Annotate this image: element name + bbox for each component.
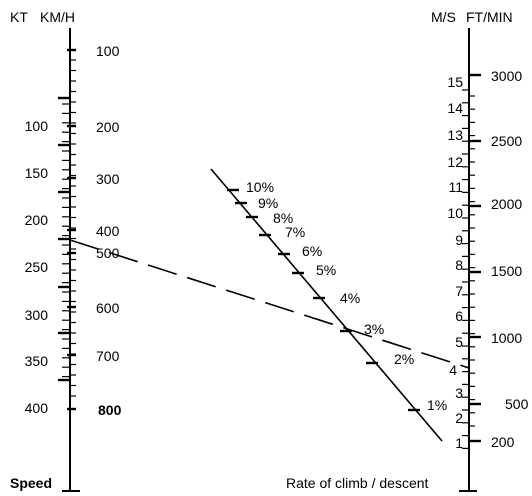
ms-tick-label: 11: [448, 179, 463, 195]
ms-tick-label: 6: [455, 308, 463, 324]
kt-tick-label: 200: [25, 212, 49, 228]
gradient-tick-label: 9%: [258, 195, 278, 211]
ms-tick-labels: 1 2 3 4 5 6 7 8 9 10 11 12 13 14 15: [447, 74, 463, 451]
ms-tick-label: 10: [447, 205, 463, 221]
gradient-tick-label: 6%: [302, 243, 322, 259]
ms-unit-label: M/S: [431, 9, 456, 25]
kt-tick-label: 400: [25, 400, 49, 416]
kmh-unit-label: KM/H: [40, 9, 75, 25]
ms-minor-ticks: [462, 89, 469, 449]
kt-tick-label: 150: [25, 165, 49, 181]
ftmin-unit-label: FT/MIN: [466, 9, 513, 25]
ftmin-tick-label: 500: [505, 396, 529, 412]
ms-tick-label: 5: [455, 334, 463, 350]
ms-tick-label: 9: [455, 232, 463, 248]
ms-tick-label: 2: [455, 410, 463, 426]
gradient-tick-label: 7%: [285, 224, 305, 240]
gradient-tick-label: 1%: [427, 397, 447, 413]
kmh-tick-label: 600: [96, 300, 120, 316]
rate-axis-title: Rate of climb / descent: [286, 475, 429, 491]
kmh-tick-label: 800: [98, 402, 122, 418]
ms-tick-label: 1: [455, 435, 463, 451]
ms-tick-label: 4: [449, 362, 457, 378]
ftmin-tick-label: 2000: [491, 196, 522, 212]
kmh-tick-label: 100: [96, 43, 120, 59]
ms-tick-label: 12: [447, 154, 463, 170]
ms-tick-label: 8: [455, 257, 463, 273]
ms-tick-label: 15: [447, 74, 463, 90]
gradient-scale: 1% 2% 3% 4% 5% 6% 7% 8% 9% 10%: [210, 168, 447, 442]
gradient-ticks: [227, 188, 420, 412]
gradient-tick-label: 2%: [394, 351, 414, 367]
example-solution-line: [69, 239, 470, 369]
kmh-tick-label: 500: [96, 245, 120, 261]
ftmin-tick-label: 3000: [491, 68, 522, 84]
gradient-tick-label: 8%: [273, 210, 293, 226]
kt-tick-label: 250: [25, 259, 49, 275]
gradient-tick-label: 5%: [316, 262, 336, 278]
ms-tick-label: 13: [447, 127, 463, 143]
speed-axis-title: Speed: [10, 475, 52, 491]
ms-tick-label: 14: [447, 100, 463, 116]
kt-unit-label: KT: [10, 9, 28, 25]
kmh-tick-label: 200: [96, 119, 120, 135]
kmh-tick-label: 300: [96, 171, 120, 187]
ms-tick-label: 3: [455, 385, 463, 401]
kt-minor-ticks: [58, 96, 70, 382]
ftmin-tick-label: 200: [491, 434, 515, 450]
gradient-tick-label: 3%: [364, 321, 384, 337]
kmh-minor-ticks: [67, 48, 76, 411]
kmh-tick-label: 400: [96, 223, 120, 239]
gradient-tick-label: 10%: [246, 179, 274, 195]
ftmin-tick-labels: 200 500 1000 1500 2000 2500 3000: [491, 68, 529, 450]
gradient-tick-labels: 1% 2% 3% 4% 5% 6% 7% 8% 9% 10%: [246, 179, 447, 413]
ms-tick-label: 7: [455, 283, 463, 299]
ftmin-minor-ticks: [469, 73, 481, 443]
kmh-tick-labels: 100 200 300 400 500 600 700 800: [96, 43, 122, 418]
speed-scale: KT KM/H 100 150 200 250 300 350 400 100 …: [10, 9, 122, 492]
ftmin-tick-label: 1500: [491, 263, 522, 279]
gradient-tick-label: 4%: [340, 290, 360, 306]
kt-tick-label: 350: [25, 353, 49, 369]
kt-tick-labels: 100 150 200 250 300 350 400: [25, 118, 49, 416]
ftmin-tick-label: 1000: [491, 330, 522, 346]
rate-scale: M/S FT/MIN 1 2 3 4 5 6 7 8 9 10 11 12 13…: [286, 9, 529, 492]
kt-tick-label: 100: [25, 118, 49, 134]
ftmin-tick-label: 2500: [491, 133, 522, 149]
kmh-tick-label: 700: [96, 348, 120, 364]
gradient-axis-line: [210, 168, 443, 442]
kt-tick-label: 300: [25, 307, 49, 323]
